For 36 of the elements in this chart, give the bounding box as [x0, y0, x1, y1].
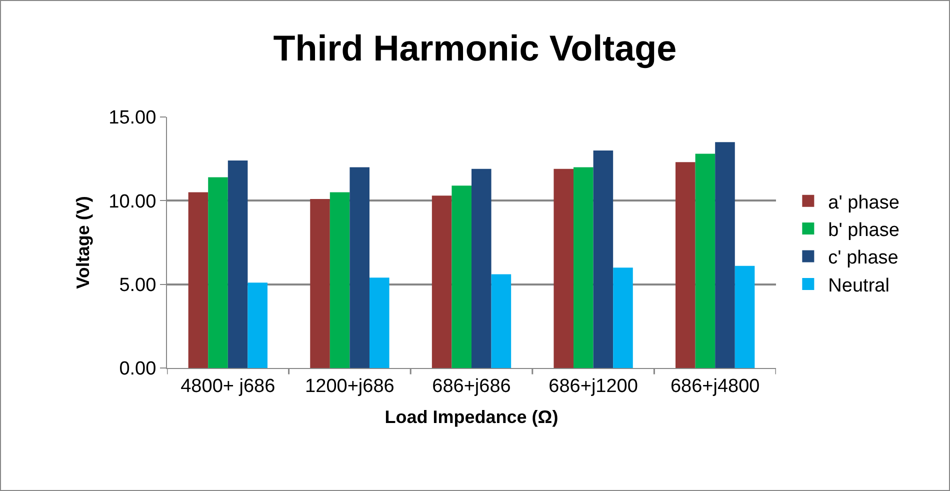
- y-tick-label: 10.00: [108, 191, 156, 212]
- bar: [574, 167, 594, 368]
- bar: [350, 167, 370, 368]
- bar: [491, 274, 512, 368]
- bar: [695, 154, 716, 368]
- bar: [734, 266, 755, 368]
- x-tick-label: 686+j1200: [548, 376, 638, 397]
- legend-label: c' phase: [828, 248, 898, 269]
- bar: [452, 186, 472, 368]
- bar: [554, 168, 574, 368]
- bar: [676, 162, 696, 368]
- legend-label: Neutral: [828, 275, 890, 296]
- chart-title: Third Harmonic Voltage: [273, 27, 677, 68]
- bar: [208, 177, 228, 368]
- bar: [188, 192, 208, 368]
- x-tick-label: 686+j686: [432, 376, 511, 397]
- bar: [330, 192, 350, 368]
- y-tick-label: 15.00: [108, 108, 156, 129]
- x-tick-label: 686+j4800: [670, 376, 760, 397]
- y-tick-label: 0.00: [119, 358, 156, 380]
- bar: [472, 168, 492, 368]
- bar: [715, 142, 735, 368]
- y-axis-title: Voltage (V): [72, 196, 93, 289]
- bar: [593, 150, 614, 368]
- y-tick-label: 5.00: [119, 274, 156, 296]
- legend-label: a' phase: [828, 192, 900, 214]
- bar: [369, 278, 390, 368]
- bar: [228, 160, 248, 368]
- bar: [613, 268, 633, 368]
- legend-label: b' phase: [828, 220, 900, 241]
- bar: [248, 282, 268, 368]
- bar: [432, 196, 452, 368]
- x-tick-label: 4800+ j686: [180, 376, 276, 397]
- x-tick-label: 1200+j686: [305, 376, 394, 397]
- x-axis-title: Load Impedance (Ω): [384, 406, 558, 427]
- bar: [310, 198, 330, 368]
